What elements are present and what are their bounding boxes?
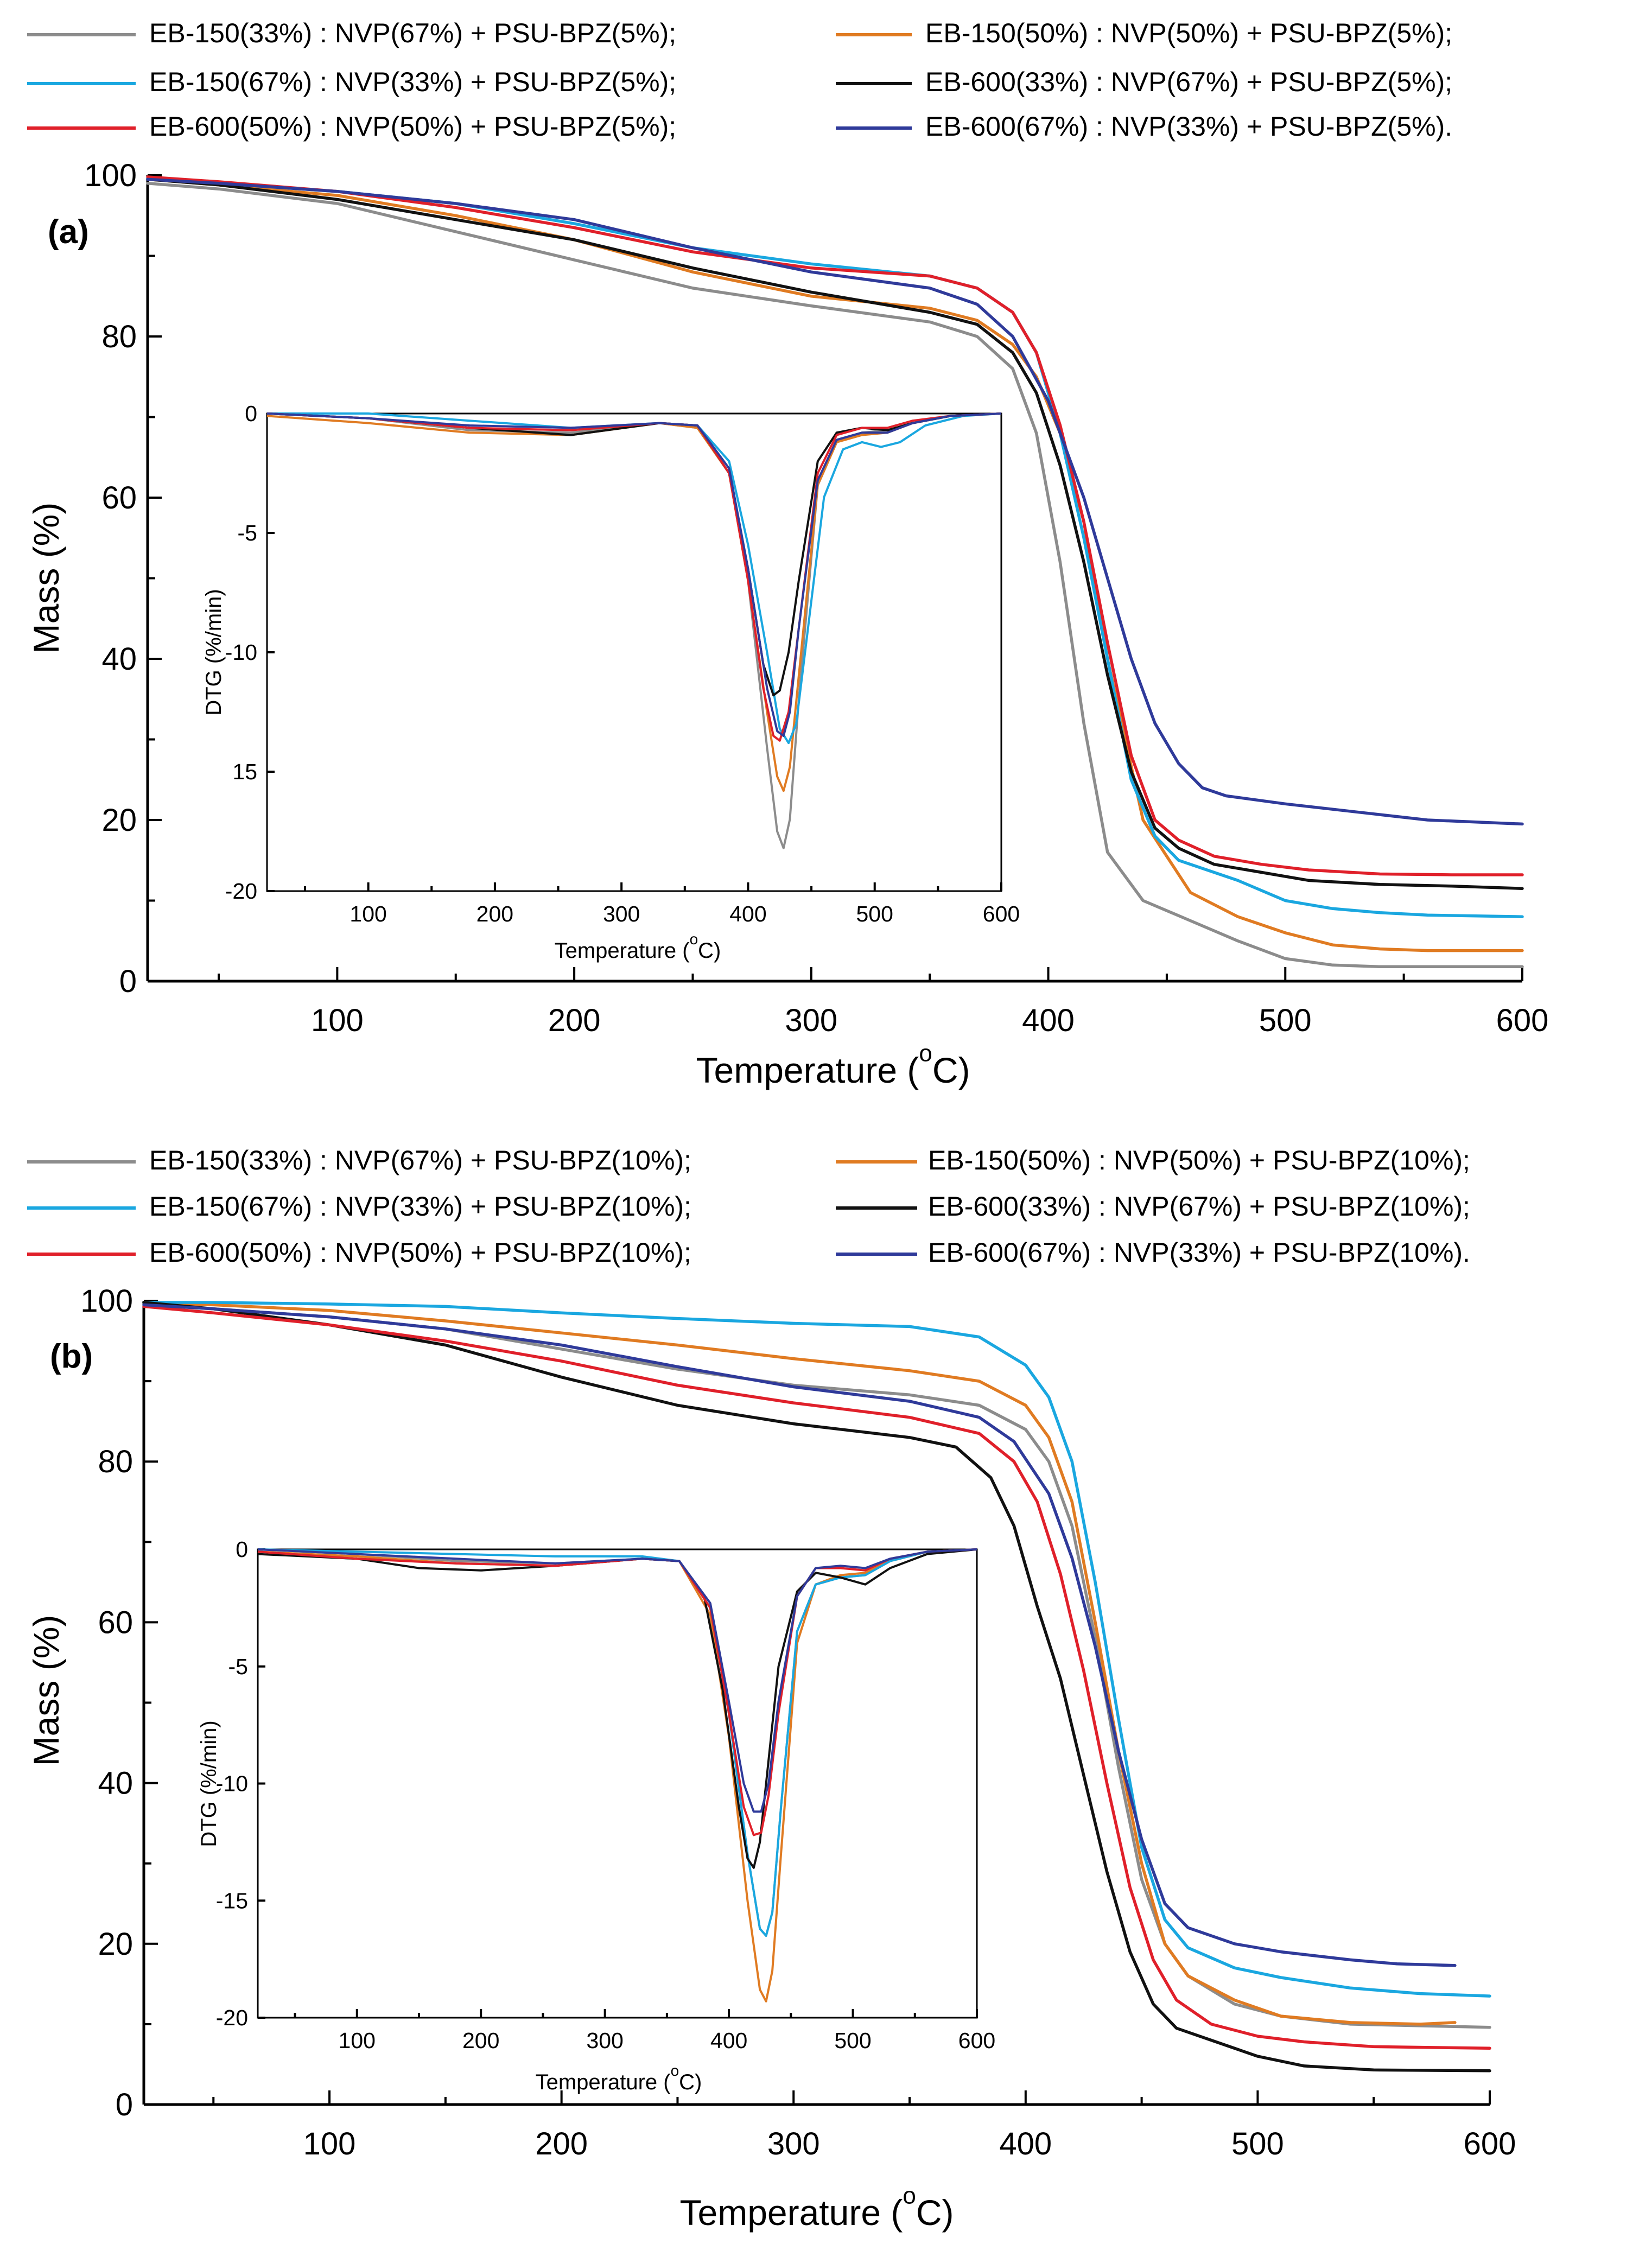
inset-x-tick-label: 200 bbox=[462, 2028, 499, 2053]
inset-x-tick-label: 500 bbox=[834, 2028, 871, 2053]
y-tick-label: 100 bbox=[80, 1283, 133, 1319]
inset-x-tick-label: 400 bbox=[729, 901, 766, 926]
x-tick-label: 400 bbox=[1022, 1003, 1075, 1038]
inset-y-tick-label: -15 bbox=[216, 1888, 248, 1913]
inset-series-line-3 bbox=[257, 1548, 977, 1937]
inset-y-tick-label: 0 bbox=[245, 401, 257, 426]
inset-series-line-4 bbox=[266, 412, 1002, 697]
series-line-1 bbox=[142, 1303, 1491, 2029]
legend-label-4: EB-600(33%) : NVP(67%) + PSU-BPZ(5%); bbox=[925, 67, 1452, 97]
x-axis-title: Temperature (oC) bbox=[680, 2182, 954, 2233]
x-tick-label: 600 bbox=[1464, 2126, 1516, 2162]
inset-frame bbox=[257, 1548, 978, 2019]
inset-y-tick-label: -20 bbox=[216, 2005, 248, 2030]
y-tick-label: 0 bbox=[119, 964, 137, 999]
y-tick-label: 60 bbox=[98, 1605, 133, 1640]
y-axis-title: Mass (%) bbox=[26, 1615, 66, 1766]
panel-b: EB-150(33%) : NVP(67%) + PSU-BPZ(10%); EB… bbox=[26, 1145, 1516, 2233]
y-tick-label: 40 bbox=[101, 641, 137, 677]
inset-y-tick-label: 15 bbox=[232, 759, 257, 784]
inset-series-line-6 bbox=[257, 1548, 977, 1813]
y-tick-label: 0 bbox=[116, 2087, 133, 2122]
series-line-5 bbox=[142, 1305, 1491, 2050]
inset-x-tick-label: 300 bbox=[586, 2028, 623, 2053]
legend-label-1: EB-150(33%) : NVP(67%) + PSU-BPZ(10%); bbox=[149, 1145, 691, 1175]
y-tick-label: 40 bbox=[98, 1766, 133, 1801]
x-tick-label: 100 bbox=[303, 2126, 356, 2162]
inset-frame bbox=[266, 412, 1002, 892]
y-tick-label: 80 bbox=[98, 1444, 133, 1479]
x-tick-label: 300 bbox=[767, 2126, 820, 2162]
legend-label-3: EB-150(67%) : NVP(33%) + PSU-BPZ(10%); bbox=[149, 1191, 691, 1222]
y-axis-title: Mass (%) bbox=[26, 503, 66, 654]
series-line-3 bbox=[142, 1301, 1491, 1998]
inset-x-tick-label: 300 bbox=[603, 901, 640, 926]
legend-label-4: EB-600(33%) : NVP(67%) + PSU-BPZ(10%); bbox=[928, 1191, 1470, 1222]
inset-y-tick-label: -20 bbox=[225, 879, 257, 904]
panel-label: (b) bbox=[50, 1338, 93, 1375]
series-line-4 bbox=[142, 1301, 1491, 2073]
y-tick-label: 60 bbox=[101, 480, 137, 516]
inset-x-tick-label: 200 bbox=[476, 901, 513, 926]
inset-x-axis-title: Temperature (oC) bbox=[536, 2062, 702, 2094]
inset-x-tick-label: 600 bbox=[958, 2028, 995, 2053]
y-tick-label: 100 bbox=[84, 158, 137, 193]
inset-series-line-6 bbox=[266, 412, 1002, 737]
inset-series-line-5 bbox=[257, 1548, 977, 1836]
inset-series-line-5 bbox=[266, 412, 1002, 742]
y-tick-label: 20 bbox=[101, 803, 137, 838]
legend-label-3: EB-150(67%) : NVP(33%) + PSU-BPZ(5%); bbox=[149, 67, 676, 97]
x-tick-label: 400 bbox=[999, 2126, 1052, 2162]
legend-label-6: EB-600(67%) : NVP(33%) + PSU-BPZ(5%). bbox=[925, 111, 1452, 142]
inset-y-tick-label: -5 bbox=[238, 520, 257, 545]
series-line-6 bbox=[146, 177, 1524, 826]
x-tick-label: 200 bbox=[548, 1003, 601, 1038]
inset-x-tick-label: 400 bbox=[710, 2028, 747, 2053]
inset-series-line-4 bbox=[257, 1548, 977, 1869]
legend-label-1: EB-150(33%) : NVP(67%) + PSU-BPZ(5%); bbox=[149, 18, 676, 48]
inset-y-tick-label: -5 bbox=[228, 1654, 248, 1679]
series-line-3 bbox=[146, 177, 1524, 918]
legend-label-2: EB-150(50%) : NVP(50%) + PSU-BPZ(5%); bbox=[925, 18, 1452, 48]
inset-y-axis-title: DTG (%/min) bbox=[202, 589, 226, 715]
inset-x-tick-label: 100 bbox=[350, 901, 386, 926]
series-line-5 bbox=[146, 175, 1524, 876]
legend-label-5: EB-600(50%) : NVP(50%) + PSU-BPZ(5%); bbox=[149, 111, 676, 142]
x-tick-label: 500 bbox=[1231, 2126, 1284, 2162]
panel-label: (a) bbox=[48, 213, 89, 251]
inset-y-tick-label: -10 bbox=[216, 1771, 248, 1796]
series-line-6 bbox=[142, 1303, 1457, 1967]
inset-x-axis-title: Temperature (oC) bbox=[555, 931, 721, 963]
inset-y-tick-label: 0 bbox=[236, 1537, 248, 1562]
inset-x-tick-label: 600 bbox=[983, 901, 1020, 926]
y-tick-label: 20 bbox=[98, 1927, 133, 1962]
legend-label-2: EB-150(50%) : NVP(50%) + PSU-BPZ(10%); bbox=[928, 1145, 1470, 1175]
inset-y-axis-title: DTG (%/min) bbox=[197, 1720, 221, 1847]
legend-label-6: EB-600(67%) : NVP(33%) + PSU-BPZ(10%). bbox=[928, 1237, 1470, 1268]
inset-y-tick-label: -10 bbox=[225, 640, 257, 665]
x-tick-label: 600 bbox=[1496, 1003, 1549, 1038]
panel-a: EB-150(33%) : NVP(67%) + PSU-BPZ(5%); EB-… bbox=[26, 18, 1548, 1090]
y-tick-label: 80 bbox=[101, 319, 137, 354]
x-tick-label: 500 bbox=[1259, 1003, 1312, 1038]
series-line-4 bbox=[146, 177, 1524, 890]
inset-x-tick-label: 500 bbox=[856, 901, 893, 926]
x-tick-label: 100 bbox=[311, 1003, 364, 1038]
inset-x-tick-label: 100 bbox=[339, 2028, 376, 2053]
legend-label-5: EB-600(50%) : NVP(50%) + PSU-BPZ(10%); bbox=[149, 1237, 691, 1268]
series-line-2 bbox=[142, 1301, 1457, 2026]
series-line-1 bbox=[146, 182, 1524, 969]
x-axis-title: Temperature (oC) bbox=[696, 1040, 970, 1090]
x-tick-label: 300 bbox=[785, 1003, 837, 1038]
x-tick-label: 200 bbox=[535, 2126, 588, 2162]
